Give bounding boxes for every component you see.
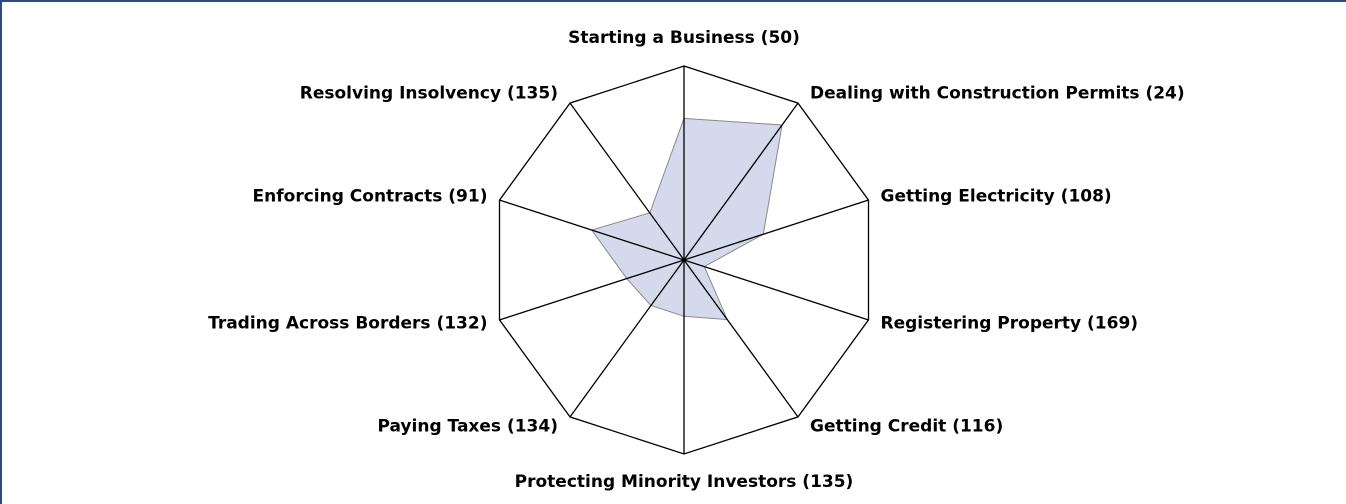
spoke (569, 102, 685, 261)
axis-label: Paying Taxes (134) (377, 417, 557, 437)
axis-label: Getting Credit (116) (810, 417, 1003, 437)
spoke (499, 199, 685, 261)
axis-label: Registering Property (169) (881, 314, 1139, 334)
axis-label: Dealing with Construction Permits (24) (810, 83, 1185, 103)
spoke (499, 259, 685, 321)
axis-label: Resolving Insolvency (135) (300, 83, 558, 103)
spoke (569, 259, 685, 418)
radar-area (590, 117, 783, 321)
axis-label: Trading Across Borders (132) (208, 314, 487, 334)
axis-label: Starting a Business (50) (568, 28, 800, 48)
spoke (683, 102, 799, 261)
axis-label: Enforcing Contracts (91) (253, 186, 488, 206)
spoke (683, 199, 869, 261)
spoke (683, 259, 869, 321)
axis-label: Protecting Minority Investors (135) (515, 472, 854, 492)
axis-label: Getting Electricity (108) (881, 186, 1112, 206)
spoke (683, 259, 799, 418)
